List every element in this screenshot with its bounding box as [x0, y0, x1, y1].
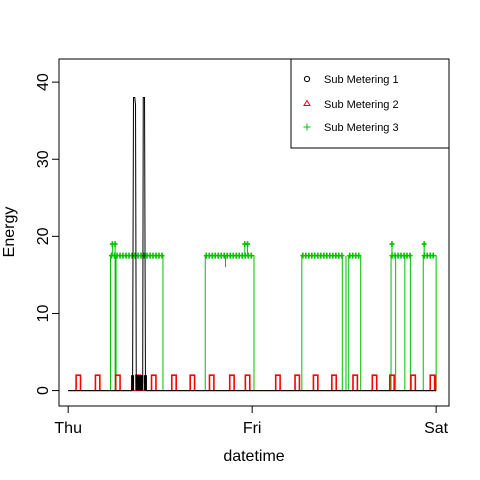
- sub-metering-3-point: [421, 241, 427, 248]
- sub-metering-2-spike: [294, 374, 301, 391]
- legend-label-sub-metering-2: Sub Metering 2: [324, 99, 399, 111]
- sub-metering-2-spike: [312, 374, 319, 391]
- sub-metering-3-point: [159, 252, 165, 259]
- sub-metering-2-spike: [331, 374, 338, 391]
- sub-metering-3-point: [339, 252, 345, 259]
- sub-metering-2-spike: [388, 374, 395, 391]
- sub-metering-1-point: [135, 375, 139, 391]
- y-tick-label: 20: [35, 227, 52, 245]
- y-tick-label: 0: [35, 386, 52, 395]
- sub-metering-1-point: [131, 375, 135, 391]
- sub-metering-2-spike: [75, 374, 82, 391]
- legend-box: [290, 58, 450, 149]
- x-tick-label: Thu: [54, 420, 82, 437]
- legend-label-sub-metering-3: Sub Metering 3: [324, 122, 399, 134]
- sub-metering-2-spike: [410, 374, 417, 391]
- y-tick-label: 40: [35, 73, 52, 91]
- sub-metering-2-spike: [94, 374, 101, 391]
- sub-metering-2-spike: [114, 374, 121, 391]
- sub-metering-3-point: [248, 252, 254, 259]
- x-tick-label: Sat: [424, 420, 449, 437]
- legend-marker-sub-metering-2: [303, 99, 311, 106]
- legend-label-sub-metering-1: Sub Metering 1: [324, 74, 399, 86]
- x-axis-label: datetime: [223, 448, 284, 465]
- sub-metering-3-point: [389, 241, 395, 248]
- x-tick-label: Fri: [243, 420, 262, 437]
- sub-metering-1-point: [138, 375, 142, 391]
- sub-metering-2-spike: [189, 374, 196, 391]
- sub-metering-2-spike: [208, 374, 215, 391]
- sub-metering-3-point: [245, 241, 251, 248]
- sub-metering-2-spike: [274, 374, 281, 391]
- series-layer: [68, 97, 437, 392]
- plot-frame: [58, 58, 450, 407]
- sub-metering-3-point: [112, 241, 118, 248]
- legend-marker-sub-metering-1: [303, 75, 311, 83]
- legend: Sub Metering 1 Sub Metering 2 Sub Meteri…: [290, 58, 450, 149]
- sub-metering-2-spike: [429, 374, 436, 391]
- sub-metering-3-point: [356, 252, 362, 259]
- axes-layer: 0 10 20 30 40 Thu Fri Sat: [35, 73, 448, 437]
- sub-metering-3-point: [407, 252, 413, 259]
- sub-metering-2-spike: [244, 374, 251, 391]
- y-tick-label: 10: [35, 304, 52, 322]
- sub-metering-2-spike: [352, 374, 359, 391]
- sub-metering-2-spike: [371, 374, 378, 391]
- sub-metering-1-point: [143, 375, 147, 391]
- sub-metering-3-point: [430, 252, 436, 259]
- y-tick-label: 30: [35, 150, 52, 168]
- y-axis-label: Energy: [1, 207, 18, 258]
- sub-metering-1-point: [140, 375, 144, 391]
- sub-metering-2-spike: [228, 374, 235, 391]
- sub-metering-2-spike: [170, 374, 177, 391]
- legend-marker-sub-metering-3: [303, 123, 311, 131]
- series-sub-metering-1: [68, 97, 437, 392]
- sub-metering-2-spike: [150, 374, 157, 391]
